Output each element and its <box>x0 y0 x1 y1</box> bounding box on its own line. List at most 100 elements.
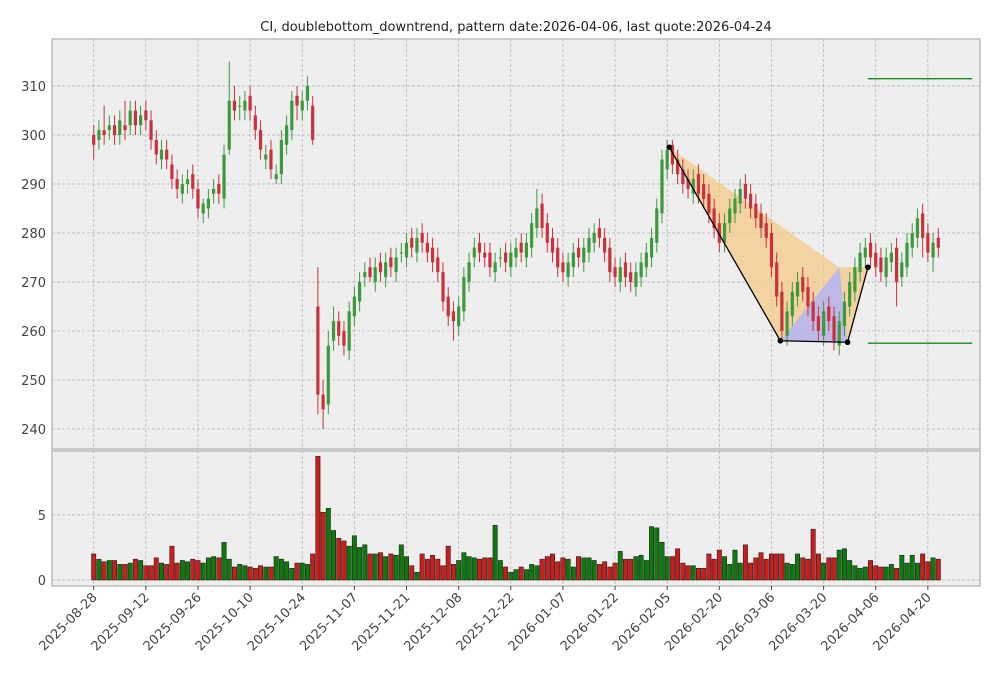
candle-body <box>613 267 617 278</box>
candle-body <box>639 262 643 278</box>
candle-body <box>342 330 346 346</box>
candle-body <box>321 394 325 410</box>
volume-bar <box>440 565 446 581</box>
candle-body <box>206 198 211 209</box>
volume-bar <box>810 528 816 581</box>
candle-body <box>905 242 909 268</box>
volume-bar <box>883 566 889 581</box>
candle-body <box>655 208 659 243</box>
candle-body <box>472 247 476 258</box>
volume-bar <box>424 558 430 581</box>
candle-body <box>827 306 831 322</box>
volume-bar <box>602 561 608 581</box>
volume-bar <box>737 562 743 581</box>
volume-bar <box>284 561 290 581</box>
candle-body <box>566 262 570 278</box>
volume-bar <box>450 564 456 581</box>
candle-body <box>488 252 492 268</box>
volume-bar <box>179 560 185 581</box>
candle-body <box>305 86 310 101</box>
volume-bar <box>920 553 926 581</box>
volume-bar <box>680 562 686 581</box>
volume-bar <box>523 569 529 581</box>
candle-body <box>795 281 800 297</box>
volume-bar <box>576 556 582 581</box>
volume-bar <box>638 554 644 581</box>
volume-bar <box>237 564 243 581</box>
volume-bar <box>888 564 894 581</box>
volume-bar <box>487 557 493 581</box>
volume-bar <box>195 560 201 581</box>
volume-bar <box>550 553 555 581</box>
candle-body <box>165 149 169 160</box>
volume-bar <box>815 553 821 581</box>
volume-bar <box>211 556 217 581</box>
candle-body <box>248 95 252 111</box>
y-tick-label: 290 <box>21 178 46 193</box>
volume-bar <box>216 557 222 581</box>
candle-body <box>764 223 768 238</box>
volume-bar <box>591 560 597 581</box>
candle-body <box>159 149 164 160</box>
volume-bar <box>513 569 519 581</box>
volume-bar <box>930 557 936 581</box>
candle-body <box>738 188 742 204</box>
candle-body <box>848 281 852 307</box>
candle-body <box>430 247 435 263</box>
volume-bar <box>534 565 540 581</box>
candle-body <box>530 223 534 248</box>
candle-body <box>509 252 513 268</box>
candle-body <box>238 105 242 107</box>
volume-bar <box>675 548 681 581</box>
candle-body <box>576 247 581 258</box>
y-tick-label: 310 <box>21 80 46 95</box>
candle-body <box>285 125 289 145</box>
volume-bar <box>654 527 660 581</box>
chart-title: CI, doublebottom_downtrend, pattern date… <box>260 20 771 35</box>
candle-body <box>889 252 893 263</box>
volume-bar <box>727 564 733 581</box>
candle-body <box>97 130 101 140</box>
volume-bar <box>398 544 404 581</box>
volume-bar <box>852 565 858 581</box>
volume-bar <box>659 541 665 581</box>
candle-body <box>863 247 867 258</box>
volume-bar <box>841 548 847 581</box>
candle-body <box>467 262 471 282</box>
candle-body <box>457 306 461 327</box>
candle-body <box>759 213 763 229</box>
volume-bar <box>127 562 133 581</box>
y-tick-label: 0 <box>38 574 46 589</box>
candle-body <box>545 223 549 243</box>
candle-body <box>868 242 873 258</box>
candle-body <box>649 237 654 258</box>
candle-body <box>451 311 456 322</box>
y-tick-label: 260 <box>21 325 46 340</box>
volume-bar <box>278 558 284 581</box>
volume-bar <box>696 568 701 581</box>
volume-bar <box>221 541 227 581</box>
volume-bar <box>289 568 295 581</box>
candle-body <box>175 179 179 189</box>
candle-body <box>92 135 96 145</box>
volume-bar <box>185 561 191 581</box>
candle-body <box>722 223 727 243</box>
volume-bar <box>586 557 592 581</box>
candle-body <box>201 203 205 214</box>
volume-bar <box>669 556 675 581</box>
candle-body <box>112 125 117 136</box>
candle-body <box>900 262 904 278</box>
candle-body <box>821 311 826 336</box>
candle-body <box>769 232 774 268</box>
candle-body <box>410 237 414 248</box>
candle-body <box>571 252 575 268</box>
candle-body <box>436 257 440 273</box>
volume-bar <box>461 552 467 581</box>
candle-body <box>311 105 315 140</box>
candle-body <box>462 277 466 312</box>
volume-bar <box>372 553 378 581</box>
candle-body <box>519 242 523 253</box>
volume-bar <box>868 560 873 581</box>
candle-body <box>785 311 789 336</box>
candle-body <box>623 262 628 278</box>
